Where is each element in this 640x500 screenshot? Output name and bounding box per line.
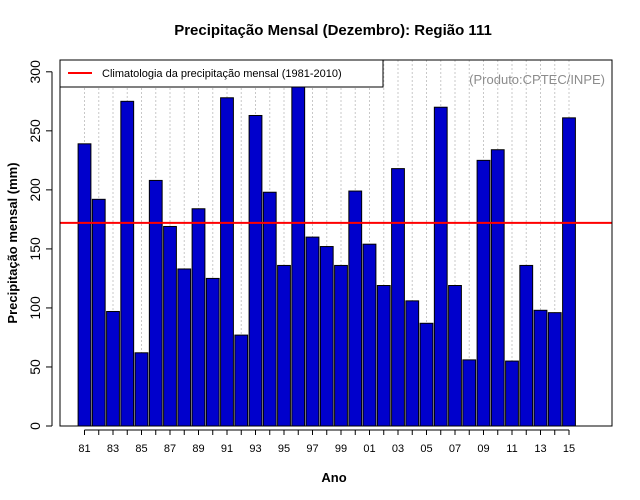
x-tick-label: 13 [534, 443, 546, 455]
x-tick-label: 11 [506, 443, 517, 455]
x-tick-label: 03 [392, 443, 404, 455]
bar-03 [391, 168, 405, 427]
bar-13 [533, 309, 548, 427]
bar-94 [262, 191, 277, 427]
bar-92 [234, 334, 249, 427]
legend-label: Climatologia da precipitação mensal (198… [102, 68, 342, 80]
bar-90 [205, 277, 220, 427]
x-tick-label: 85 [135, 443, 147, 455]
x-axis-label: Ano [321, 470, 346, 485]
chart-title: Precipitação Mensal (Dezembro): Região 1… [174, 22, 492, 39]
bar-04 [405, 300, 420, 427]
bar-93 [248, 114, 263, 427]
bar-95 [277, 264, 291, 427]
y-tick-label: 50 [27, 359, 43, 375]
bar-81 [77, 143, 92, 427]
bar-88 [177, 268, 192, 427]
y-tick-label: 0 [27, 422, 43, 430]
bar-85 [134, 352, 149, 427]
bar-96 [291, 85, 306, 427]
bar-05 [419, 322, 434, 427]
bar-87 [163, 225, 177, 427]
bar-11 [505, 360, 519, 427]
bar-97 [305, 236, 320, 427]
bar-84 [120, 100, 135, 427]
bar-10 [490, 149, 505, 427]
y-axis-label: Precipitação mensal (mm) [5, 162, 20, 323]
bar-14 [547, 312, 562, 427]
bar-82 [91, 198, 106, 427]
x-tick-label: 81 [78, 443, 90, 455]
y-tick-label: 100 [27, 296, 43, 320]
x-tick-label: 01 [363, 443, 375, 455]
x-tick-label: 93 [249, 443, 261, 455]
y-tick-label: 200 [27, 178, 43, 202]
x-tick-label: 89 [192, 443, 204, 455]
bar-86 [148, 179, 163, 427]
y-tick-label: 300 [27, 60, 43, 84]
bar-01 [362, 243, 377, 427]
bar-06 [433, 106, 448, 427]
y-tick-label: 250 [27, 119, 43, 143]
legend-box [59, 59, 384, 88]
bar-00 [348, 190, 363, 427]
bar-83 [106, 310, 120, 427]
legend: Climatologia da precipitação mensal (198… [59, 59, 384, 88]
x-tick-label: 15 [563, 443, 575, 455]
bar-15 [562, 117, 576, 427]
x-tick-label: 97 [306, 443, 318, 455]
bar-91 [220, 97, 234, 427]
bar-98 [319, 246, 334, 427]
bar-08 [462, 359, 477, 427]
x-tick-label: 07 [449, 443, 461, 455]
x-tick-label: 91 [221, 443, 233, 455]
bar-12 [519, 264, 534, 427]
x-axis: 81 83 85 87 89 91 93 95 97 99 01 03 05 07 09 11 13 15 [78, 429, 575, 455]
x-tick-label: 99 [335, 443, 347, 455]
bar-89 [191, 208, 206, 427]
x-tick-label: 09 [477, 443, 489, 455]
bar-07 [448, 285, 462, 427]
x-tick-label: 05 [420, 443, 432, 455]
y-tick-label: 150 [27, 237, 43, 261]
x-tick-label: 83 [107, 443, 119, 455]
bar-09 [476, 159, 491, 427]
bar-02 [376, 285, 391, 427]
bar-99 [334, 264, 348, 427]
x-tick-label: 95 [278, 443, 290, 455]
source-note: (Produto:CPTEC/INPE) [469, 72, 605, 87]
x-tick-label: 87 [164, 443, 176, 455]
y-axis: 0 50 100 150 200 250 300 [27, 60, 53, 430]
